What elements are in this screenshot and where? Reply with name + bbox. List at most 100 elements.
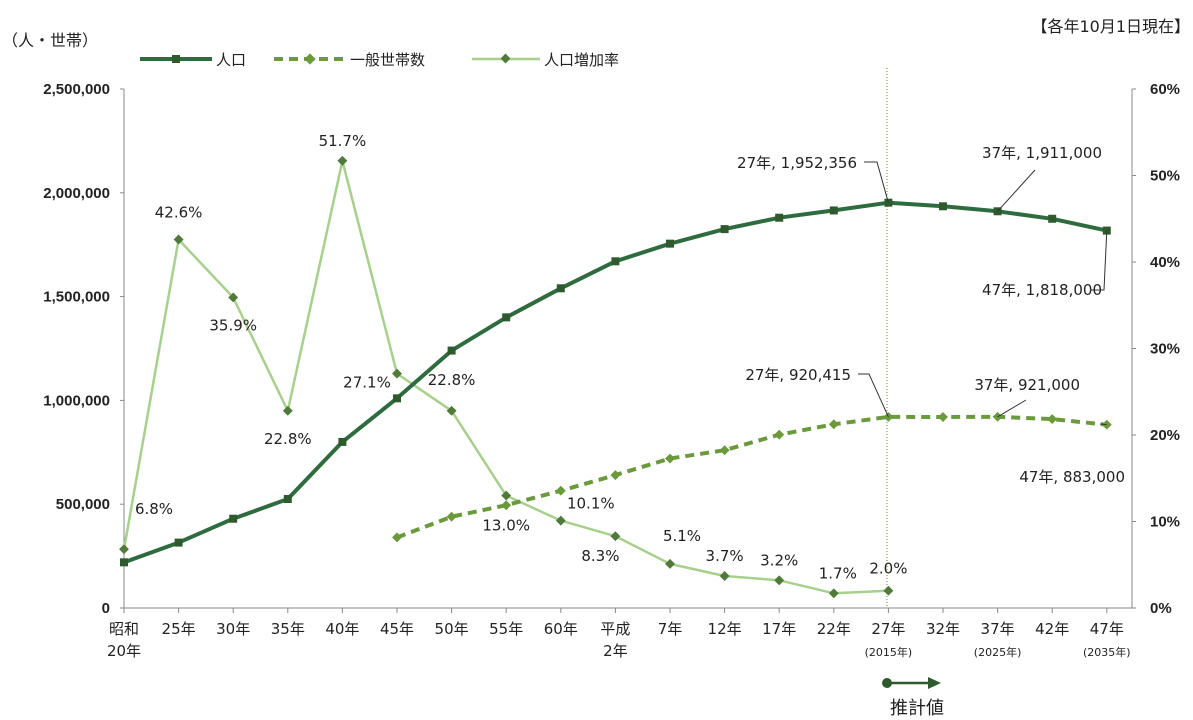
callout-leader xyxy=(1090,230,1108,291)
rate-data-label: 22.8% xyxy=(264,430,312,448)
x-tick-label: 30年 xyxy=(216,620,250,638)
x-tick-label: 42年 xyxy=(1035,620,1069,638)
series-population-point xyxy=(556,284,565,293)
x-tick-label: 22年 xyxy=(817,620,851,638)
legend-growth-rate: 人口増加率 xyxy=(472,51,619,69)
x-tick-label: 平成 xyxy=(600,620,630,638)
series-households-point xyxy=(938,412,948,422)
rate-data-label: 51.7% xyxy=(319,132,367,150)
series-growth-rate-point xyxy=(282,405,293,416)
callout-leader xyxy=(997,399,1027,418)
x-tick-label: 17年 xyxy=(762,620,796,638)
right-tick-label: 0% xyxy=(1150,600,1172,617)
series-households-point xyxy=(392,532,402,543)
rate-data-label: 3.7% xyxy=(706,547,744,565)
series-population-line xyxy=(123,200,1108,565)
series-layer xyxy=(119,155,1112,599)
rate-data-label: 13.0% xyxy=(482,517,530,535)
callout-label: 37年, 1,911,000 xyxy=(982,144,1102,162)
legend-population-marker xyxy=(172,55,180,63)
legend-population-label: 人口 xyxy=(216,51,246,69)
series-growth-rate-point xyxy=(828,588,839,599)
x-tick-label: 35年 xyxy=(271,620,305,638)
x-tick-label: 12年 xyxy=(708,620,742,638)
forecast-indicator: 推計値 xyxy=(882,677,944,719)
series-households-point xyxy=(501,500,512,511)
series-growth-rate-point xyxy=(774,575,785,586)
series-population-point xyxy=(611,257,620,266)
x-axis: 昭和 20年 25年 30年 35年 40年 45年 50年 55年 60年 平成 2年 7年 12年 17… xyxy=(107,608,1131,660)
x-tick-label: 55年 xyxy=(489,620,523,638)
x-tick-label: 32年 xyxy=(926,620,960,638)
callout-label: 27年, 1,952,356 xyxy=(737,154,857,172)
series-growth-rate-point xyxy=(719,571,730,581)
x-tick-label: 20年 xyxy=(107,642,141,660)
series-population-point xyxy=(939,202,947,211)
right-tick-label: 30% xyxy=(1150,341,1180,358)
series-population-point xyxy=(502,313,511,322)
rate-data-label: 27.1% xyxy=(343,374,391,392)
legend: 人口 一般世帯数 人口増加率 xyxy=(140,51,619,69)
rate-data-label: 5.1% xyxy=(663,527,701,545)
left-tick-label: 500,000 xyxy=(56,496,110,513)
x-tick-year-label: (2025年) xyxy=(974,645,1022,659)
rate-data-label: 8.3% xyxy=(581,547,619,565)
series-population-point xyxy=(666,239,674,248)
series-households-point xyxy=(774,429,785,440)
legend-growth-rate-label: 人口増加率 xyxy=(544,51,619,69)
series-growth-rate-point xyxy=(665,558,675,569)
rate-data-label: 35.9% xyxy=(209,316,257,334)
legend-households-label: 一般世帯数 xyxy=(350,51,425,69)
series-population-point xyxy=(447,346,456,355)
legend-households-marker xyxy=(304,53,316,65)
series-growth-rate-point xyxy=(228,292,239,303)
x-tick-label: 50年 xyxy=(435,620,469,638)
rate-data-label: 22.8% xyxy=(428,371,476,389)
series-population-point xyxy=(1048,214,1057,223)
callout-leader xyxy=(864,161,889,203)
rate-data-label: 42.6% xyxy=(155,204,203,222)
series-households-point xyxy=(610,470,621,481)
data-labels: 6.8% 42.6% 35.9% 22.8% 51.7% 27.1% 22.8% 13.0% 1… xyxy=(135,132,1125,582)
left-tick-label: 1,000,000 xyxy=(43,392,110,409)
rate-data-label: 2.0% xyxy=(869,560,907,578)
left-tick-label: 2,500,000 xyxy=(43,81,110,98)
left-axis-unit: （人・世帯） xyxy=(2,31,98,50)
rate-data-label: 1.7% xyxy=(819,564,857,582)
series-population-point xyxy=(174,538,183,547)
left-tick-label: 1,500,000 xyxy=(43,289,110,306)
legend-population: 人口 xyxy=(140,51,246,69)
series-population-point xyxy=(775,213,784,222)
series-population-point xyxy=(393,394,401,403)
series-growth-rate-point xyxy=(610,531,621,542)
x-tick-year-label: (2015年) xyxy=(865,645,913,659)
rate-data-label: 3.2% xyxy=(760,551,798,569)
x-tick-label: 47年 xyxy=(1090,620,1124,638)
legend-households: 一般世帯数 xyxy=(274,51,425,69)
callout-leader xyxy=(1099,423,1107,426)
right-tick-label: 10% xyxy=(1150,514,1180,531)
callout-label: 37年, 921,000 xyxy=(974,376,1080,394)
series-growth-rate-point xyxy=(501,490,512,501)
series-growth-rate-point xyxy=(446,405,457,416)
series-population-point xyxy=(229,514,238,523)
series-households-point xyxy=(1047,414,1058,425)
series-population-point xyxy=(120,558,128,567)
series-population-point xyxy=(720,225,729,234)
right-tick-label: 50% xyxy=(1150,168,1180,185)
left-axis: 0 500,000 1,000,000 1,500,000 2,000,000 2,500… xyxy=(43,81,124,617)
right-tick-label: 60% xyxy=(1150,81,1180,98)
series-growth-rate-point xyxy=(883,585,894,596)
callout-label: 27年, 920,415 xyxy=(745,366,851,384)
x-tick-year-label: (2035年) xyxy=(1083,645,1131,659)
series-population-point xyxy=(829,206,838,215)
x-tick-label: 2年 xyxy=(603,642,628,660)
x-tick-label: 60年 xyxy=(544,620,578,638)
series-households-point xyxy=(555,485,566,496)
x-tick-label: 45年 xyxy=(380,620,414,638)
right-axis: 0% 10% 20% 30% 40% 50% 60% xyxy=(1132,81,1180,617)
series-growth-rate-point xyxy=(337,155,348,166)
series-households-point xyxy=(828,419,839,430)
forecast-arrow-head xyxy=(928,677,941,689)
rate-data-label: 6.8% xyxy=(135,500,173,518)
